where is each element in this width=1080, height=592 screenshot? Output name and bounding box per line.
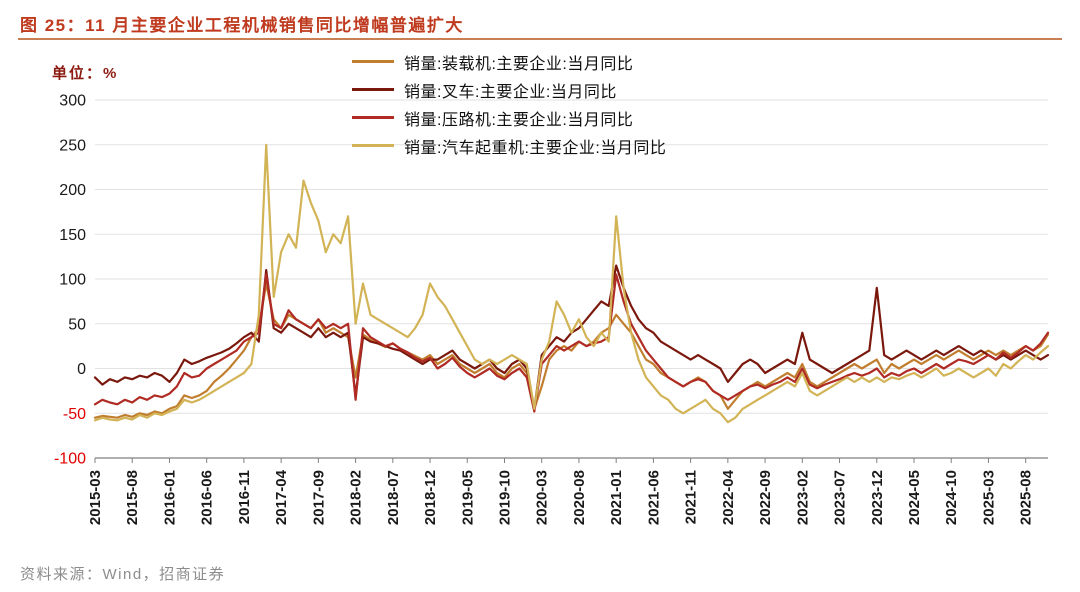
svg-text:2018-12: 2018-12 <box>422 470 439 525</box>
svg-text:2021-01: 2021-01 <box>608 470 625 525</box>
truck-crane-series-label: 销量:汽车起重机:主要企业:当月同比 <box>404 139 667 157</box>
legend-item-road-roller: 销量:压路机:主要企业:当月同比 <box>352 106 666 129</box>
unit-label: 单位：% <box>52 65 119 82</box>
svg-text:2016-01: 2016-01 <box>161 470 178 525</box>
svg-text:2015-03: 2015-03 <box>87 470 104 525</box>
svg-text:2022-09: 2022-09 <box>757 470 774 525</box>
svg-text:2017-09: 2017-09 <box>310 470 327 525</box>
gridlines <box>95 99 1048 459</box>
svg-text:2024-05: 2024-05 <box>906 470 923 525</box>
svg-text:2021-06: 2021-06 <box>645 470 662 525</box>
svg-text:150: 150 <box>59 227 86 244</box>
legend-item-truck-crane: 销量:汽车起重机:主要企业:当月同比 <box>352 134 666 157</box>
figure-title: 图 25：11 月主要企业工程机械销售同比增幅普遍扩大 <box>20 16 464 35</box>
svg-text:-100: -100 <box>54 451 86 468</box>
series-lines <box>93 143 1050 424</box>
title-divider <box>18 38 1062 40</box>
svg-text:2024-10: 2024-10 <box>943 470 960 525</box>
svg-text:300: 300 <box>59 93 86 110</box>
svg-text:0: 0 <box>77 361 86 378</box>
svg-text:2021-11: 2021-11 <box>683 470 700 524</box>
x-axis-labels: 2015-03 2015-08 2016-01 2016-06 2016-11 2017-… <box>87 469 1035 525</box>
svg-text:2022-04: 2022-04 <box>720 469 737 525</box>
svg-text:100: 100 <box>59 272 86 289</box>
series-line-3 <box>93 143 1050 424</box>
y-axis-labels: 300 250 200 150 100 50 0 -50 -100 <box>54 93 86 468</box>
svg-text:2020-03: 2020-03 <box>534 470 551 525</box>
data-source: 资料来源：Wind，招商证券 <box>20 566 226 583</box>
svg-text:2019-10: 2019-10 <box>496 470 513 525</box>
forklift-series-label: 销量:叉车:主要企业:当月同比 <box>404 83 617 101</box>
loader-series-swatch <box>352 60 394 63</box>
svg-text:200: 200 <box>59 182 86 199</box>
svg-text:-50: -50 <box>63 406 86 423</box>
series-line-2 <box>93 273 1050 413</box>
legend-item-forklift: 销量:叉车:主要企业:当月同比 <box>352 78 666 101</box>
svg-text:2023-07: 2023-07 <box>832 470 849 525</box>
forklift-series-swatch <box>352 88 394 91</box>
svg-text:2019-05: 2019-05 <box>459 470 476 525</box>
svg-text:2023-02: 2023-02 <box>794 470 811 525</box>
truck-crane-series-swatch <box>352 144 394 147</box>
svg-text:50: 50 <box>68 316 86 333</box>
road-roller-series-label: 销量:压路机:主要企业:当月同比 <box>404 111 634 129</box>
road-roller-series-swatch <box>352 116 394 119</box>
svg-text:2023-12: 2023-12 <box>869 470 886 525</box>
svg-text:2017-04: 2017-04 <box>273 469 290 525</box>
loader-series-label: 销量:装载机:主要企业:当月同比 <box>404 55 634 73</box>
legend-item-loader: 销量:装载机:主要企业:当月同比 <box>352 50 666 73</box>
x-axis-ticks <box>94 458 1027 463</box>
series-line-1 <box>93 264 1050 410</box>
svg-text:2025-08: 2025-08 <box>1018 470 1035 525</box>
chart-legend: 销量:装载机:主要企业:当月同比 销量:叉车:主要企业:当月同比 销量:压路机:… <box>352 50 666 157</box>
svg-text:2016-06: 2016-06 <box>199 470 216 525</box>
svg-text:2016-11: 2016-11 <box>236 470 253 524</box>
svg-text:2015-08: 2015-08 <box>124 470 141 525</box>
svg-text:2018-07: 2018-07 <box>385 470 402 525</box>
svg-text:2025-03: 2025-03 <box>980 470 997 525</box>
svg-text:2020-08: 2020-08 <box>571 470 588 525</box>
svg-text:2018-02: 2018-02 <box>348 470 365 525</box>
svg-text:250: 250 <box>59 137 86 154</box>
